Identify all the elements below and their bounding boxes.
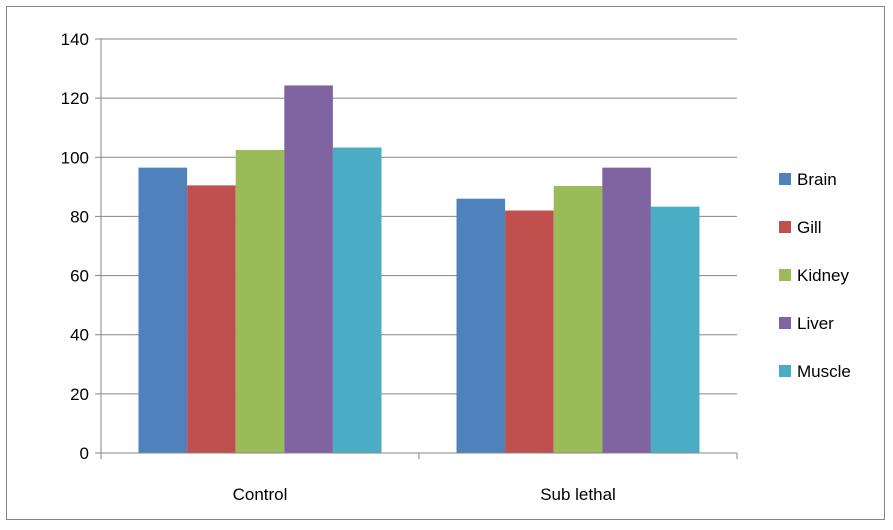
legend-label-muscle: Muscle: [797, 362, 851, 381]
y-tick-label: 20: [70, 385, 89, 404]
bar-liver-control: [284, 85, 333, 454]
y-tick-label: 100: [61, 148, 89, 167]
bar-liver-sub-lethal: [602, 167, 651, 453]
legend-swatch-liver: [779, 317, 791, 329]
legend-swatch-gill: [779, 221, 791, 233]
legend-label-kidney: Kidney: [797, 266, 849, 285]
legend-swatch-brain: [779, 173, 791, 185]
legend-label-liver: Liver: [797, 314, 834, 333]
bar-muscle-control: [332, 147, 382, 453]
y-tick-label: 40: [70, 326, 89, 345]
bar-brain-control: [138, 167, 188, 453]
x-tick-label: Sub lethal: [540, 485, 616, 504]
legend-swatch-muscle: [779, 365, 791, 377]
bar-brain-sub-lethal: [456, 198, 506, 453]
legend-label-brain: Brain: [797, 170, 837, 189]
bar-kidney-control: [235, 149, 285, 453]
y-tick-label: 120: [61, 89, 89, 108]
bar-muscle-sub-lethal: [650, 206, 700, 453]
x-tick-labels: Control Sub lethal: [233, 485, 616, 504]
legend-label-gill: Gill: [797, 218, 822, 237]
y-tick-labels: 0 20 40 60 80 100 120 140: [61, 30, 89, 463]
bars: [138, 85, 700, 454]
bar-gill-sub-lethal: [505, 210, 554, 453]
x-tick-label: Control: [233, 485, 288, 504]
legend-swatch-kidney: [779, 269, 791, 281]
bar-kidney-sub-lethal: [553, 185, 603, 453]
y-tick-label: 0: [80, 444, 89, 463]
y-tick-label: 60: [70, 267, 89, 286]
y-tick-label: 140: [61, 30, 89, 49]
legend: Brain Gill Kidney Liver Muscle: [779, 170, 851, 381]
y-tick-label: 80: [70, 207, 89, 226]
axes: [95, 38, 738, 459]
bar-gill-control: [187, 185, 236, 453]
